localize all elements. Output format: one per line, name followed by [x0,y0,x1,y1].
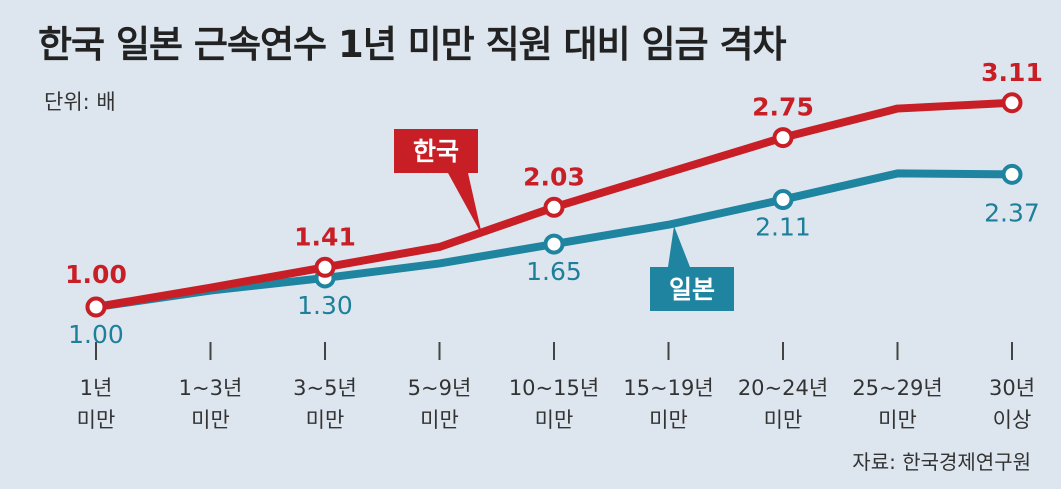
source-note: 자료: 한국경제연구원 [852,450,1031,474]
japan-value-label: 1.30 [297,291,353,320]
x-tick-label: 30년 [989,376,1035,400]
x-tick-label: 미만 [77,408,116,432]
korea-value-label: 1.41 [294,222,356,251]
x-tick-label: 미만 [878,408,917,432]
x-tick-label: 미만 [535,408,574,432]
korea-callout-box [394,129,478,173]
korea-value-label: 2.03 [523,162,585,191]
korea-callout-pointer [448,173,482,235]
x-tick-label: 미만 [306,408,345,432]
x-tick-label: 미만 [420,408,459,432]
korea-data-point [543,196,565,218]
chart-title: 한국 일본 근속연수 1년 미만 직원 대비 임금 격차 [38,23,787,66]
japan-data-point [1001,163,1023,185]
japan-value-label: 1.65 [526,257,582,286]
x-tick-label: 15~19년 [623,376,713,400]
korea-data-point [1001,92,1023,114]
x-tick-label: 25~29년 [852,376,942,400]
korea-data-point [85,296,107,318]
x-tick-label: 미만 [191,408,230,432]
x-tick-label: 5~9년 [408,376,472,400]
korea-value-label: 1.00 [65,260,127,289]
japan-value-label: 1.00 [68,320,124,349]
japan-value-label: 2.11 [755,213,811,242]
x-tick-label: 이상 [993,408,1032,432]
unit-label: 단위: 배 [44,90,116,114]
japan-series-name: 일본 [669,275,715,304]
japan-data-point [543,233,565,255]
korea-value-label: 2.75 [752,93,814,122]
x-tick-label: 3~5년 [293,376,357,400]
korea-value-label: 3.11 [981,58,1043,87]
x-tick-label: 20~24년 [738,376,828,400]
x-tick-label: 1년 [80,376,113,400]
japan-callout-box [650,267,734,311]
japan-callout-pointer [668,226,690,267]
x-tick-label: 10~15년 [509,376,599,400]
korea-data-point [772,127,794,149]
x-tick-label: 미만 [764,408,803,432]
japan-data-point [772,189,794,211]
korea-data-point [314,256,336,278]
japan-value-label: 2.37 [984,198,1040,227]
korea-series-name: 한국 [413,137,459,166]
x-tick-label: 1~3년 [179,376,243,400]
x-tick-label: 미만 [649,408,688,432]
